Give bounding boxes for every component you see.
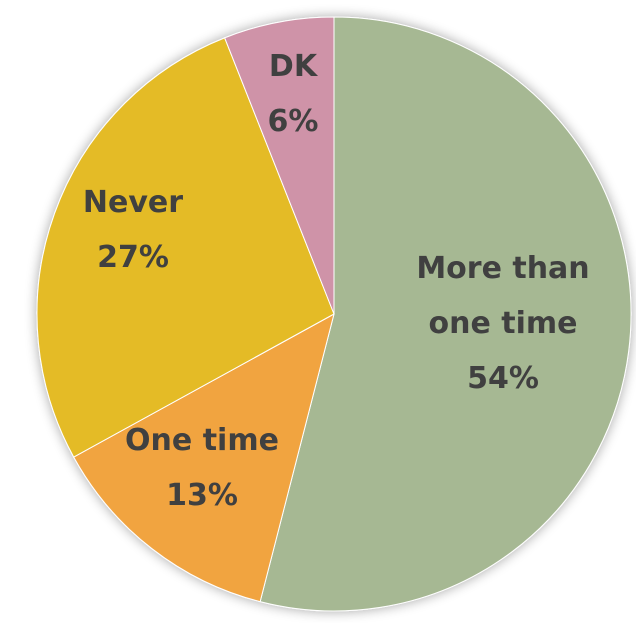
slice-label-line: DK bbox=[269, 49, 319, 84]
pie-slice-more-than-one-time bbox=[259, 16, 632, 612]
slice-label-line: Never bbox=[83, 185, 183, 220]
pie-slices bbox=[36, 16, 632, 612]
pie-slice-dk bbox=[224, 16, 335, 315]
slice-label-line: More than bbox=[416, 251, 589, 286]
slice-percent: 6% bbox=[268, 104, 319, 139]
pie-slice-one-time bbox=[73, 313, 335, 603]
pie-slice-never bbox=[36, 37, 335, 458]
slice-label-one-time: One time 13% bbox=[125, 423, 279, 513]
slice-percent: 27% bbox=[97, 240, 169, 275]
slice-label-never: Never 27% bbox=[83, 185, 183, 275]
slice-label-line: One time bbox=[125, 423, 279, 458]
slice-label-more-than-one-time: More than one time 54% bbox=[416, 251, 589, 396]
slice-percent: 13% bbox=[166, 478, 238, 513]
slice-label-line: one time bbox=[429, 306, 578, 341]
slice-percent: 54% bbox=[467, 361, 539, 396]
slice-label-dk: DK 6% bbox=[268, 49, 319, 139]
pie-labels: More than one time 54% One time 13% Never 27% D… bbox=[83, 49, 590, 513]
